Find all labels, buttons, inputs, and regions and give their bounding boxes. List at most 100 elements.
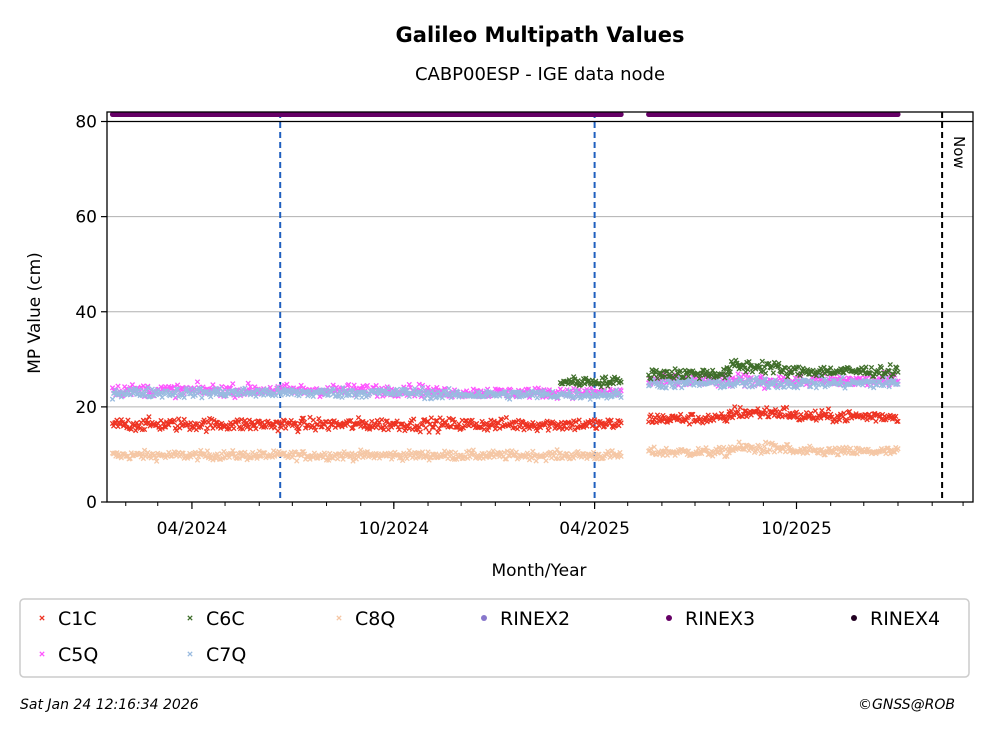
point-C8Q xyxy=(509,448,515,454)
point-C1C xyxy=(894,418,900,425)
point-C8Q xyxy=(470,447,476,453)
point-C5Q xyxy=(584,386,590,393)
point-C6C xyxy=(759,358,765,364)
point-C1C xyxy=(141,426,148,433)
point-C1C xyxy=(732,404,738,410)
point-C6C xyxy=(863,364,869,370)
point-C8Q xyxy=(198,447,204,454)
point-C8Q xyxy=(153,458,160,464)
point-C1C xyxy=(125,417,131,423)
point-C8Q xyxy=(327,450,333,457)
point-C6C xyxy=(654,375,661,382)
point-C1C xyxy=(339,424,345,430)
point-C7Q xyxy=(136,387,142,393)
point-C7Q xyxy=(361,390,367,396)
point-C1C xyxy=(231,425,237,432)
point-C1C xyxy=(544,418,550,424)
point-C6C xyxy=(653,367,660,374)
point-C5Q xyxy=(470,386,476,392)
point-C7Q xyxy=(233,387,239,394)
point-C5Q xyxy=(230,381,236,387)
point-C1C xyxy=(235,418,241,425)
point-C5Q xyxy=(247,384,254,390)
point-C6C xyxy=(704,368,710,374)
footer-credit: ©GNSS@ROB xyxy=(858,697,955,713)
point-C8Q xyxy=(570,455,577,461)
point-C1C xyxy=(599,420,605,426)
point-C8Q xyxy=(716,444,722,450)
point-C8Q xyxy=(216,456,223,462)
point-C8Q xyxy=(736,439,742,445)
point-C5Q xyxy=(267,384,273,391)
legend-marker xyxy=(336,615,342,621)
point-C7Q xyxy=(264,386,270,392)
point-C8Q xyxy=(847,445,854,451)
point-C1C xyxy=(181,416,187,423)
point-C1C xyxy=(446,415,452,422)
y-axis-label: MP Value (cm) xyxy=(25,252,45,374)
legend-label: C6C xyxy=(206,608,245,630)
point-C7Q xyxy=(159,394,165,400)
legend-label: C5Q xyxy=(58,644,98,666)
legend-marker xyxy=(187,615,193,621)
point-C7Q xyxy=(331,386,337,393)
point-C1C xyxy=(429,424,436,431)
point-C1C xyxy=(648,412,654,418)
point-C8Q xyxy=(648,446,654,452)
point-C8Q xyxy=(618,453,624,459)
point-C7Q xyxy=(765,384,771,391)
point-C1C xyxy=(551,420,557,427)
point-C5Q xyxy=(364,382,371,389)
point-C6C xyxy=(726,372,732,378)
point-C1C xyxy=(431,421,438,427)
point-C8Q xyxy=(594,456,600,462)
point-C6C xyxy=(618,379,624,385)
point-C1C xyxy=(381,427,387,433)
point-C8Q xyxy=(726,450,732,456)
y-tick-label: 40 xyxy=(75,303,97,323)
footer-timestamp: Sat Jan 24 12:16:34 2026 xyxy=(20,697,199,713)
point-C1C xyxy=(249,419,256,425)
legend: C1C C5Q C6C C7Q C8Q RINEX2 RINEX3 RINEX4 xyxy=(39,608,940,666)
point-C1C xyxy=(316,415,322,422)
point-C1C xyxy=(176,416,182,422)
point-C8Q xyxy=(833,446,839,453)
point-C6C xyxy=(709,367,716,373)
point-C5Q xyxy=(194,379,201,385)
x-tick-label: 10/2025 xyxy=(761,519,832,539)
point-C8Q xyxy=(139,451,145,458)
legend-marker xyxy=(481,615,487,621)
point-C1C xyxy=(591,417,598,423)
point-C1C xyxy=(607,420,613,426)
point-C7Q xyxy=(573,388,579,394)
point-C1C xyxy=(322,419,329,425)
point-C1C xyxy=(490,421,496,428)
point-C8Q xyxy=(890,449,897,455)
point-C7Q xyxy=(429,388,436,394)
point-C6C xyxy=(894,365,900,371)
point-C6C xyxy=(741,365,748,371)
legend-label: RINEX3 xyxy=(685,608,755,630)
point-C7Q xyxy=(394,386,400,393)
point-C8Q xyxy=(387,450,394,456)
point-C1C xyxy=(744,413,750,420)
point-C8Q xyxy=(660,452,666,459)
point-C6C xyxy=(607,379,613,385)
point-C1C xyxy=(296,425,302,432)
point-C7Q xyxy=(762,376,769,383)
legend-item-rinex4: RINEX4 xyxy=(851,608,940,630)
point-C6C xyxy=(727,369,733,375)
point-C7Q xyxy=(794,385,801,391)
point-C1C xyxy=(825,406,832,412)
point-C7Q xyxy=(339,394,345,400)
legend-item-rinex3: RINEX3 xyxy=(666,608,755,630)
point-C1C xyxy=(384,418,390,424)
point-C1C xyxy=(426,429,432,435)
point-C7Q xyxy=(754,374,760,381)
point-C1C xyxy=(366,426,373,432)
point-C8Q xyxy=(425,449,431,455)
point-C1C xyxy=(310,417,316,423)
series-C8Q xyxy=(109,439,901,464)
point-C1C xyxy=(278,424,284,431)
point-C1C xyxy=(326,426,332,433)
